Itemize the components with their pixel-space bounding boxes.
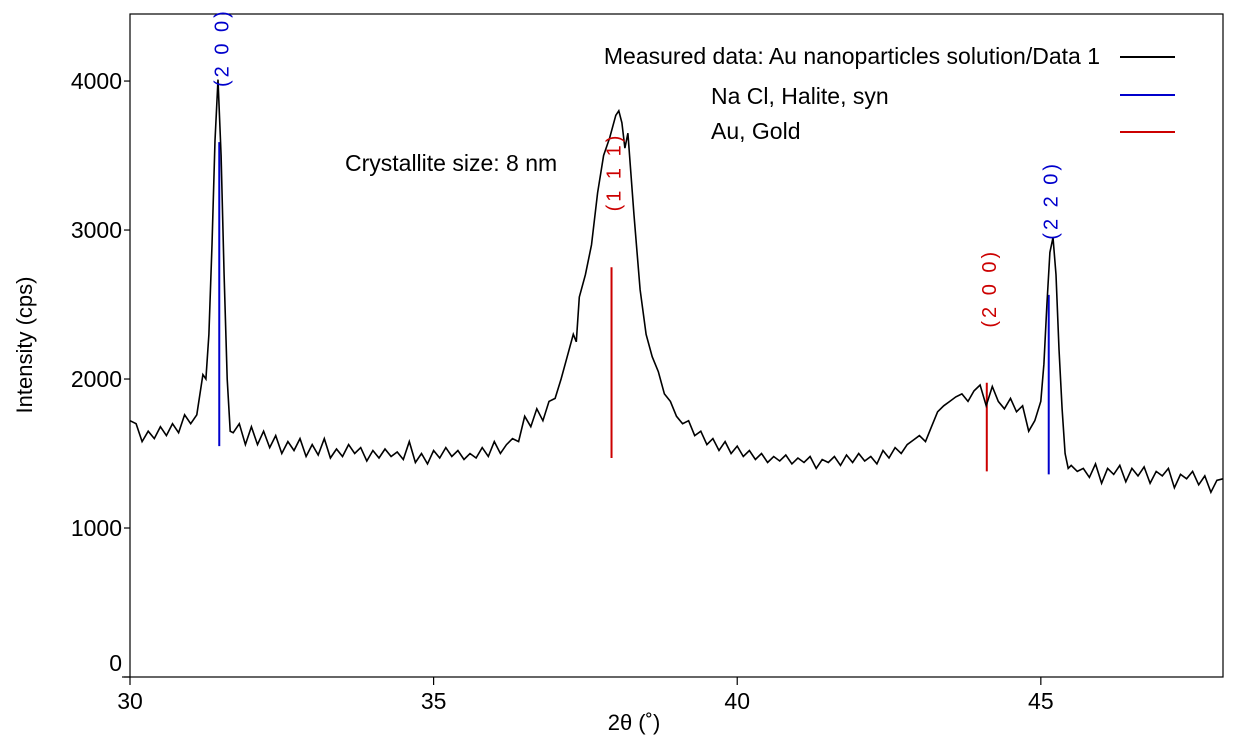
legend-label-nacl: Na Cl, Halite, syn — [711, 83, 889, 109]
plot-frame — [129, 13, 1224, 678]
legend: Measured data: Au nanoparticles solution… — [604, 43, 1175, 144]
legend-label-au: Au, Gold — [711, 118, 801, 144]
x-tick-label: 35 — [421, 688, 447, 714]
measured-data-line — [129, 79, 1224, 495]
y-tick-label: 3000 — [71, 217, 122, 243]
y-tick-label: 0 — [109, 650, 122, 676]
y-tick-label: 1000 — [71, 515, 122, 541]
reference-lines — [218, 142, 1050, 475]
y-axis-label: Intensity (cps) — [12, 277, 37, 414]
x-tick-label: 40 — [724, 688, 750, 714]
hkl-label: (2 0 0) — [211, 8, 233, 87]
x-axis-label: 2θ (˚) — [608, 710, 661, 735]
hkl-label: (1 1 1) — [604, 133, 626, 212]
crystallite-size-annotation: Crystallite size: 8 nm — [345, 150, 557, 176]
x-tick-label: 45 — [1028, 688, 1054, 714]
x-tick-label: 30 — [117, 688, 143, 714]
hkl-label: (2 2 0) — [1041, 161, 1063, 240]
hkl-labels: (2 0 0) (1 1 1) (2 0 0) (2 2 0) — [211, 8, 1062, 327]
legend-label-measured: Measured data: Au nanoparticles solution… — [604, 43, 1100, 69]
hkl-label: (2 0 0) — [979, 249, 1001, 328]
axes: 30 35 40 45 0 1000 2000 3000 4000 — [71, 68, 1054, 714]
y-tick-label: 2000 — [71, 366, 122, 392]
y-tick-label: 4000 — [71, 68, 122, 94]
